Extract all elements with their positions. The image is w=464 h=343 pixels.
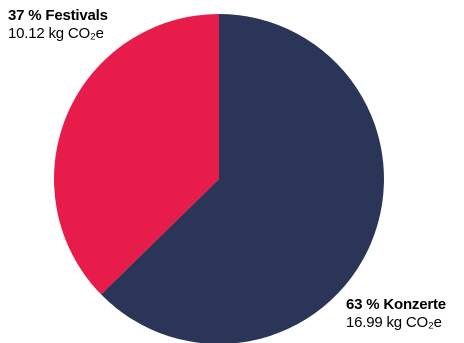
data-label-festivals: 37 % Festivals 10.12 kg CO₂e bbox=[8, 7, 108, 43]
data-label-festivals-percent: 37 % Festivals bbox=[8, 7, 108, 24]
pie-slice-konzerte bbox=[101, 14, 384, 343]
pie-slice-festivals bbox=[53, 13, 219, 295]
data-label-konzerte-value: 16.99 kg CO₂e bbox=[346, 314, 442, 331]
data-label-konzerte-percent: 63 % Konzerte bbox=[346, 296, 446, 313]
data-label-konzerte: 63 % Konzerte 16.99 kg CO₂e bbox=[346, 296, 446, 332]
data-label-festivals-value: 10.12 kg CO₂e bbox=[8, 25, 104, 42]
